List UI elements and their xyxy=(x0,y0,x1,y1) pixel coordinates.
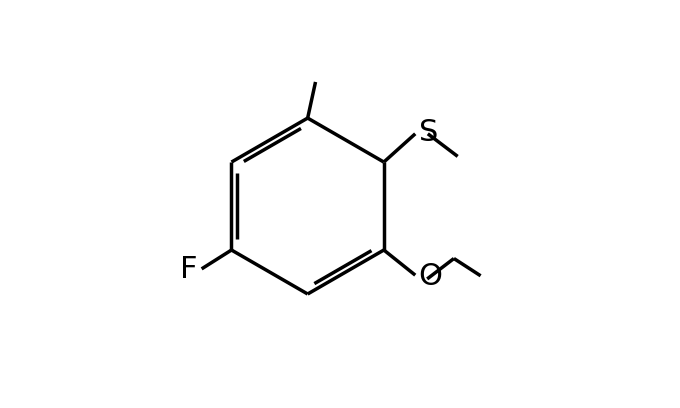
Text: O: O xyxy=(418,262,443,291)
Text: F: F xyxy=(180,255,198,284)
Text: S: S xyxy=(419,118,439,147)
